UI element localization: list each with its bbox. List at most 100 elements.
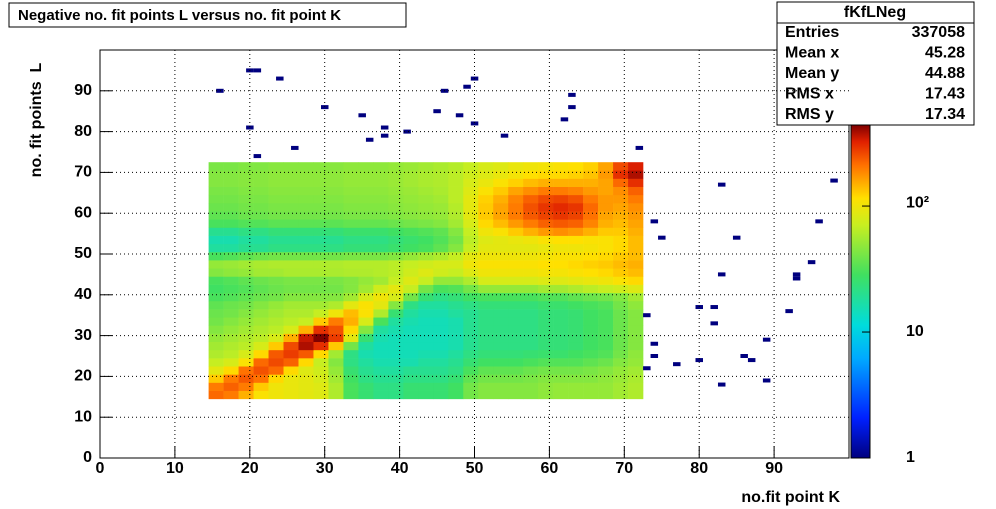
heat-cell [403, 211, 419, 220]
heat-cell [388, 309, 404, 318]
heat-cell [628, 317, 644, 326]
heat-cell [298, 333, 314, 343]
heat-cell [418, 349, 434, 359]
heat-cell [478, 341, 494, 351]
x-tick-label: 40 [391, 460, 409, 477]
heat-cell [313, 178, 329, 187]
heat-cell [628, 276, 644, 285]
heat-cell [508, 300, 524, 310]
outlier-cell [246, 125, 254, 130]
y-tick-label: 40 [74, 286, 92, 303]
heat-cell [313, 268, 329, 277]
heat-cell [373, 333, 389, 343]
heat-cell [448, 341, 464, 351]
heat-cell [583, 211, 599, 220]
heat-cell [448, 211, 464, 220]
heat-cell [553, 325, 569, 334]
heat-cell [418, 341, 434, 351]
heat-cell [613, 292, 629, 302]
heat-cell [583, 227, 599, 236]
heat-cell [613, 317, 629, 326]
heat-cell [313, 333, 329, 343]
heat-cell [523, 349, 539, 359]
heat-cell [598, 178, 614, 187]
heat-cell [418, 186, 434, 196]
heat-cell [313, 349, 329, 359]
heat-cell [478, 382, 494, 391]
y-tick-label: 90 [74, 82, 92, 99]
heat-cell [283, 276, 299, 285]
heat-cell [328, 390, 344, 400]
heat-cell [238, 341, 254, 351]
heat-cell [448, 203, 464, 212]
heat-cell [238, 390, 254, 400]
heat-cell [583, 292, 599, 302]
heat-cell [283, 251, 299, 261]
heat-cell [253, 374, 269, 383]
heat-cell [463, 366, 479, 375]
heat-cell [523, 309, 539, 318]
outlier-cell [365, 137, 374, 142]
heat-cell [328, 292, 344, 302]
heat-cell [448, 309, 464, 318]
heat-cell [223, 292, 239, 302]
heat-cell [313, 390, 329, 400]
heat-cell [343, 366, 359, 375]
heat-cell [598, 390, 614, 400]
heat-cell [568, 194, 584, 204]
heat-cell [448, 284, 464, 294]
heat-cell [538, 390, 554, 400]
heat-cell [493, 374, 509, 383]
heat-cell [373, 251, 389, 261]
outlier-cell [815, 219, 823, 224]
heat-cell [463, 162, 479, 171]
heat-cell [223, 219, 239, 228]
heat-cell [328, 260, 344, 269]
heat-cell [418, 333, 434, 343]
heat-cell [283, 374, 299, 383]
heat-cell [253, 203, 269, 212]
outlier-cell [500, 133, 509, 138]
heat-cell [208, 203, 224, 212]
heat-cell [568, 300, 584, 310]
heat-cell [538, 235, 554, 245]
heat-cell [598, 374, 614, 383]
heat-cell [328, 300, 344, 310]
heat-cell [313, 300, 329, 310]
heat-cell [268, 211, 284, 220]
heat-cell [493, 170, 509, 179]
heat-cell [433, 300, 449, 310]
heat-cell [223, 366, 239, 375]
heat-cell [598, 170, 614, 179]
heat-cell [208, 292, 224, 302]
heat-cell [358, 284, 374, 294]
y-tick-label: 50 [74, 245, 92, 262]
heat-cell [373, 292, 389, 302]
heat-cell [433, 382, 449, 391]
heat-cell [238, 178, 254, 187]
heat-cell [403, 178, 419, 187]
heat-cell [373, 317, 389, 326]
heat-cell [448, 276, 464, 285]
heat-cell [463, 243, 479, 253]
heat-cell [313, 227, 329, 236]
heat-cell [613, 219, 629, 228]
heat-cell [418, 382, 434, 391]
outlier-cell [792, 272, 801, 277]
heat-cell [583, 358, 599, 367]
heat-cell [418, 300, 434, 310]
heat-cell [208, 284, 224, 294]
heat-cell [478, 211, 494, 220]
heat-cell [448, 170, 464, 179]
heat-cell [568, 390, 584, 400]
outlier-cell [463, 84, 471, 89]
x-tick-label: 50 [466, 460, 484, 477]
heat-cell [298, 219, 314, 228]
heat-cell [433, 349, 449, 359]
heat-cell [463, 194, 479, 204]
heat-cell [598, 235, 614, 245]
heat-cell [223, 251, 239, 261]
heat-cell [583, 203, 599, 212]
heat-cell [253, 300, 269, 310]
heat-cell [253, 211, 269, 220]
